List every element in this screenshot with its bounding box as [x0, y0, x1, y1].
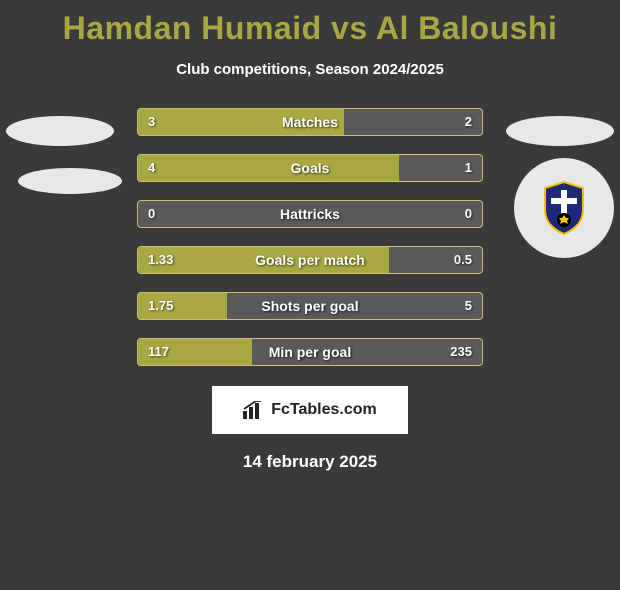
- club-shield-icon: [541, 180, 587, 236]
- brand-text: FcTables.com: [271, 401, 377, 419]
- stat-bar-left: [138, 247, 389, 273]
- fctables-logo-icon: [243, 401, 265, 419]
- stat-value-right: 235: [450, 339, 472, 365]
- subtitle: Club competitions, Season 2024/2025: [0, 61, 620, 78]
- brand-footer: FcTables.com: [212, 386, 408, 434]
- stat-row: 0 0Hattricks: [137, 200, 483, 228]
- stat-value-right: 2: [465, 109, 472, 135]
- stat-label: Hattricks: [138, 201, 482, 227]
- stat-row: 117235Min per goal: [137, 338, 483, 366]
- stat-bar-left: [138, 339, 252, 365]
- player2-club-badge: [514, 158, 614, 258]
- stat-row: 1.330.5Goals per match: [137, 246, 483, 274]
- player1-oval-1: [6, 116, 114, 146]
- stat-value-right: 1: [465, 155, 472, 181]
- date-text: 14 february 2025: [0, 452, 620, 472]
- stat-bar-left: [138, 155, 399, 181]
- stat-bar-left: [138, 109, 344, 135]
- stat-row: 41Goals: [137, 154, 483, 182]
- comparison-area: 32Matches 41Goals 0 0Hattricks 1.330.5Goals …: [0, 108, 620, 368]
- stat-bar-left: [138, 293, 227, 319]
- page-title: Hamdan Humaid vs Al Baloushi: [0, 10, 620, 47]
- stat-value-right: 0: [465, 201, 472, 227]
- stat-value-right: 0.5: [454, 247, 472, 273]
- stat-value-left: 0: [148, 201, 155, 227]
- stat-row: 1.755Shots per goal: [137, 292, 483, 320]
- stat-row: 32Matches: [137, 108, 483, 136]
- player1-oval-2: [18, 168, 122, 194]
- stat-value-right: 5: [465, 293, 472, 319]
- stat-bars: 32Matches 41Goals 0 0Hattricks 1.330.5Goals …: [137, 108, 483, 384]
- player2-oval-1: [506, 116, 614, 146]
